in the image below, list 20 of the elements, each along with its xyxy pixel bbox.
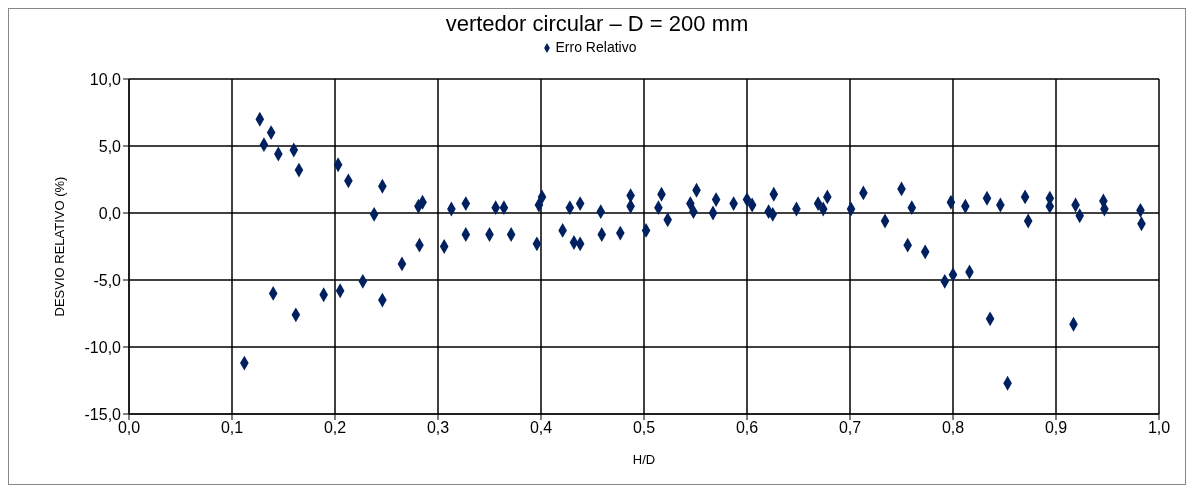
legend-label: Erro Relativo [555, 39, 637, 55]
x-tick-label: 0,1 [220, 419, 244, 437]
x-axis-title: H/D [632, 452, 656, 467]
x-tick-label: 1,0 [1147, 419, 1171, 437]
x-tick-label: 0,5 [632, 419, 656, 437]
x-tick-label: 0,7 [838, 419, 862, 437]
chart-title: vertedor circular – D = 200 mm [444, 10, 750, 38]
x-tick-label: 0,2 [323, 419, 347, 437]
x-tick-label: 0,8 [941, 419, 965, 437]
y-tick-label: -10,0 [84, 338, 122, 356]
x-tick-label: 0,4 [529, 419, 553, 437]
x-tick-label: 0,9 [1044, 419, 1068, 437]
y-axis-title: DESVIO RELATIVO (%) [51, 176, 67, 317]
y-tick-label: -5,0 [93, 271, 122, 289]
x-tick-label: 0,0 [117, 419, 141, 437]
y-tick-label: 0,0 [98, 204, 122, 222]
x-tick-label: 0,3 [426, 419, 450, 437]
x-tick-label: 0,6 [735, 419, 759, 437]
y-tick-label: 5,0 [98, 137, 122, 155]
y-tick-label: 10,0 [89, 70, 122, 88]
